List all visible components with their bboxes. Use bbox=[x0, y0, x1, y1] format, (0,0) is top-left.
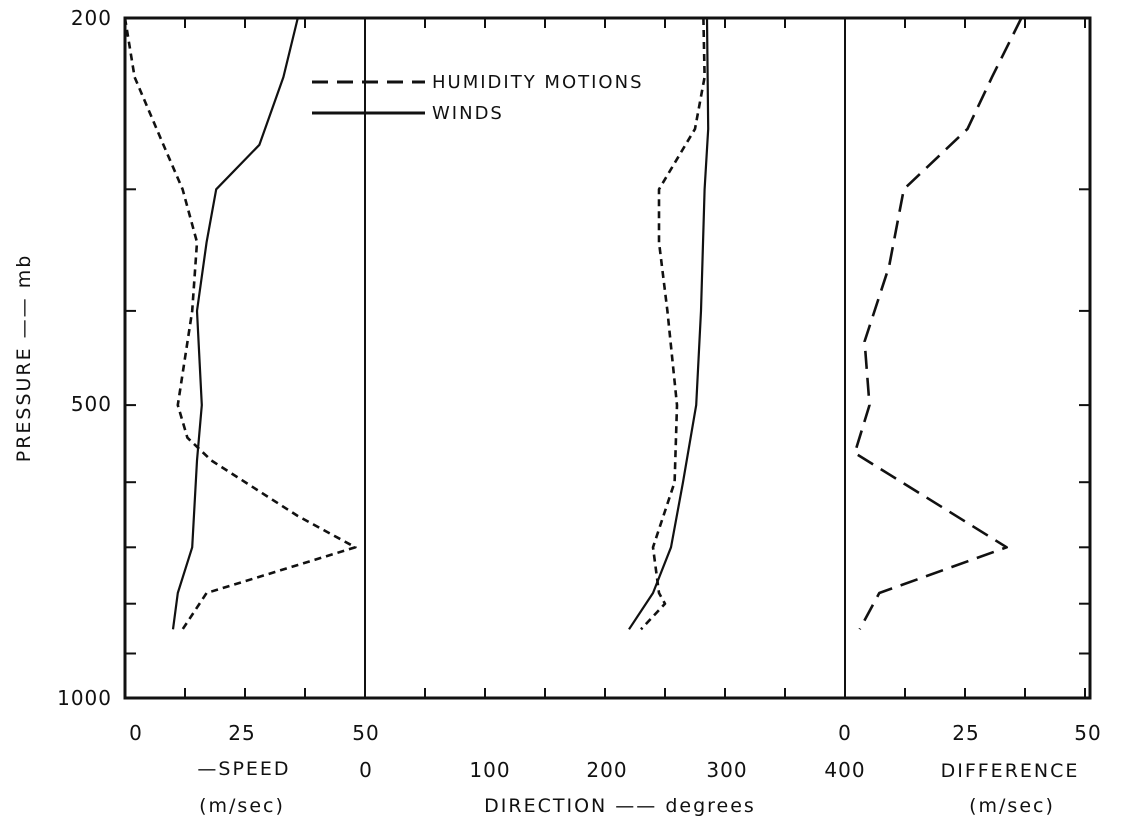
direction-x-tick-400: 400 bbox=[824, 758, 865, 782]
legend-label-humidity-motions: HUMIDITY MOTIONS bbox=[432, 72, 644, 93]
y-tick-label-200: 200 bbox=[71, 6, 112, 30]
difference-x-tick-25: 25 bbox=[952, 721, 979, 745]
x-axis-ticks bbox=[184, 18, 1086, 698]
direction-x-tick-100: 100 bbox=[469, 758, 510, 782]
legend-label-winds: WINDS bbox=[432, 103, 504, 124]
y-axis-label: PRESSURE —— mb bbox=[13, 254, 35, 463]
plot-frame bbox=[123, 16, 1092, 700]
direction-winds-line bbox=[628, 17, 710, 630]
direction-humidity-motions-line bbox=[640, 17, 706, 631]
speed-humidity-motions-line bbox=[123, 17, 357, 631]
speed-winds-line bbox=[171, 17, 299, 630]
speed-axis-units: (m/sec) bbox=[199, 795, 285, 817]
direction-x-tick-0: 0 bbox=[359, 758, 373, 782]
y-tick-label-500: 500 bbox=[71, 392, 112, 416]
speed-axis-label: —SPEED bbox=[197, 758, 290, 780]
series-layer bbox=[123, 17, 1023, 631]
direction-axis-label: DIRECTION —— degrees bbox=[484, 795, 756, 817]
y-tick-label-1000: 1000 bbox=[57, 686, 112, 710]
difference-x-tick-0: 0 bbox=[838, 721, 852, 745]
difference-axis-label: DIFFERENCE bbox=[941, 760, 1080, 782]
direction-x-tick-200: 200 bbox=[586, 758, 627, 782]
difference-humidity-motions-line bbox=[853, 17, 1023, 630]
speed-x-tick-50: 50 bbox=[352, 721, 379, 745]
speed-x-tick-25: 25 bbox=[228, 721, 255, 745]
y-axis-ticks bbox=[125, 17, 1090, 699]
difference-axis-units: (m/sec) bbox=[969, 795, 1055, 817]
speed-x-tick-0: 0 bbox=[129, 721, 143, 745]
direction-x-tick-300: 300 bbox=[706, 758, 747, 782]
difference-x-tick-50: 50 bbox=[1074, 721, 1101, 745]
